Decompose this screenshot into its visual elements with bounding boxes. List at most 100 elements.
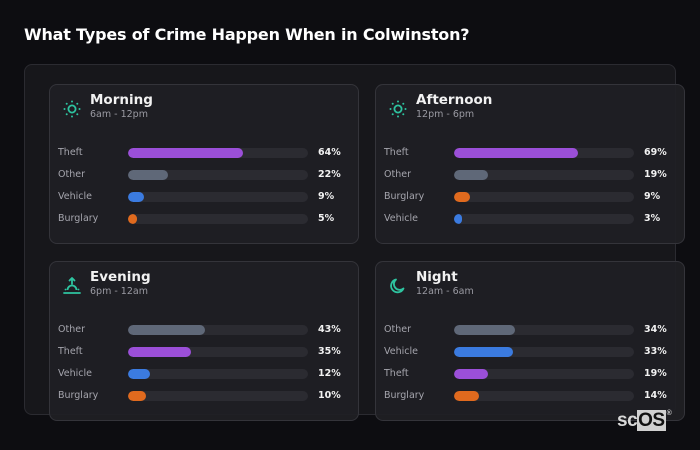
bar-fill bbox=[454, 214, 462, 224]
bar-track bbox=[454, 170, 634, 180]
bar-percent: 43% bbox=[318, 324, 341, 335]
card-evening: Evening 6pm - 12am Other 43% Theft 35% Vehic… bbox=[49, 261, 359, 421]
bar-row-other: Other 34% bbox=[384, 322, 674, 344]
logo-os: OS bbox=[637, 410, 666, 431]
card-time-range: 6pm - 12am bbox=[90, 286, 148, 297]
bar-label: Vehicle bbox=[384, 346, 418, 357]
logo-registered: ® bbox=[666, 410, 672, 417]
bar-fill bbox=[454, 170, 489, 180]
bar-label: Theft bbox=[384, 368, 409, 379]
scos-logo: scOS ® bbox=[617, 410, 672, 432]
bar-row-theft: Theft 19% bbox=[384, 366, 674, 388]
bar-list: Theft 69% Other 19% Burglary 9% Vehicle 3% bbox=[384, 145, 674, 233]
bar-label: Vehicle bbox=[384, 213, 418, 224]
bar-track bbox=[454, 325, 634, 335]
bar-percent: 5% bbox=[318, 213, 335, 224]
bar-track bbox=[128, 347, 308, 357]
bar-fill bbox=[454, 148, 579, 158]
bar-percent: 9% bbox=[644, 191, 661, 202]
bar-fill bbox=[454, 391, 480, 401]
bar-row-theft: Theft 35% bbox=[58, 344, 348, 366]
bar-row-theft: Theft 64% bbox=[58, 145, 348, 167]
bar-percent: 19% bbox=[644, 169, 667, 180]
bar-percent: 9% bbox=[318, 191, 335, 202]
bar-percent: 3% bbox=[644, 213, 661, 224]
bar-row-burglary: Burglary 9% bbox=[384, 189, 674, 211]
bar-percent: 35% bbox=[318, 346, 341, 357]
bar-label: Burglary bbox=[384, 191, 425, 202]
bar-label: Other bbox=[384, 169, 411, 180]
bar-track bbox=[128, 369, 308, 379]
card-title: Evening bbox=[90, 269, 151, 285]
card-title: Morning bbox=[90, 92, 153, 108]
page-title: What Types of Crime Happen When in Colwi… bbox=[24, 25, 470, 44]
bar-row-burglary: Burglary 5% bbox=[58, 211, 348, 233]
card-title: Night bbox=[416, 269, 458, 285]
card-night: Night 12am - 6am Other 34% Vehicle 33% Theft… bbox=[375, 261, 685, 421]
bar-label: Burglary bbox=[384, 390, 425, 401]
bar-track bbox=[454, 347, 634, 357]
bar-percent: 34% bbox=[644, 324, 667, 335]
bar-percent: 33% bbox=[644, 346, 667, 357]
card-time-range: 6am - 12pm bbox=[90, 109, 148, 120]
bar-fill bbox=[454, 325, 516, 335]
bar-list: Theft 64% Other 22% Vehicle 9% Burglary 5% bbox=[58, 145, 348, 233]
bar-track bbox=[128, 148, 308, 158]
bar-percent: 19% bbox=[644, 368, 667, 379]
bar-label: Theft bbox=[58, 346, 83, 357]
bar-label: Burglary bbox=[58, 390, 99, 401]
bar-row-other: Other 43% bbox=[58, 322, 348, 344]
bar-row-theft: Theft 69% bbox=[384, 145, 674, 167]
bar-row-vehicle: Vehicle 12% bbox=[58, 366, 348, 388]
bar-fill bbox=[454, 192, 471, 202]
moon-icon bbox=[390, 278, 405, 294]
bar-row-other: Other 22% bbox=[58, 167, 348, 189]
bar-track bbox=[128, 192, 308, 202]
bar-percent: 10% bbox=[318, 390, 341, 401]
bar-track bbox=[128, 214, 308, 224]
card-title: Afternoon bbox=[416, 92, 493, 108]
bar-fill bbox=[128, 369, 150, 379]
bar-row-burglary: Burglary 14% bbox=[384, 388, 674, 410]
bar-label: Vehicle bbox=[58, 368, 92, 379]
bar-track bbox=[454, 214, 634, 224]
bar-fill bbox=[128, 325, 206, 335]
bar-label: Other bbox=[58, 324, 85, 335]
bar-list: Other 43% Theft 35% Vehicle 12% Burglary 10% bbox=[58, 322, 348, 410]
card-morning: Morning 6am - 12pm Theft 64% Other 22% Vehic… bbox=[49, 84, 359, 244]
bar-percent: 14% bbox=[644, 390, 667, 401]
bar-row-vehicle: Vehicle 3% bbox=[384, 211, 674, 233]
bar-track bbox=[128, 391, 308, 401]
bar-row-vehicle: Vehicle 9% bbox=[58, 189, 348, 211]
bar-track bbox=[128, 170, 308, 180]
bar-fill bbox=[128, 170, 168, 180]
bar-fill bbox=[128, 347, 191, 357]
bar-track bbox=[454, 369, 634, 379]
bar-label: Burglary bbox=[58, 213, 99, 224]
sun-icon bbox=[389, 100, 407, 118]
bar-fill bbox=[454, 369, 489, 379]
bar-label: Vehicle bbox=[58, 191, 92, 202]
card-time-range: 12am - 6am bbox=[416, 286, 474, 297]
bar-percent: 22% bbox=[318, 169, 341, 180]
sun-icon bbox=[63, 100, 81, 118]
card-afternoon: Afternoon 12pm - 6pm Theft 69% Other 19% Bur… bbox=[375, 84, 685, 244]
bar-row-other: Other 19% bbox=[384, 167, 674, 189]
bar-label: Theft bbox=[384, 147, 409, 158]
bar-label: Other bbox=[58, 169, 85, 180]
bar-percent: 69% bbox=[644, 147, 667, 158]
bar-row-vehicle: Vehicle 33% bbox=[384, 344, 674, 366]
logo-sc: sc bbox=[617, 410, 638, 431]
bar-track bbox=[454, 192, 634, 202]
sunset-icon bbox=[63, 277, 81, 294]
bar-label: Other bbox=[384, 324, 411, 335]
bar-fill bbox=[128, 148, 244, 158]
bar-track bbox=[128, 325, 308, 335]
bar-fill bbox=[128, 391, 146, 401]
bar-row-burglary: Burglary 10% bbox=[58, 388, 348, 410]
bar-track bbox=[454, 148, 634, 158]
bar-fill bbox=[128, 192, 145, 202]
bar-percent: 64% bbox=[318, 147, 341, 158]
bar-list: Other 34% Vehicle 33% Theft 19% Burglary 14% bbox=[384, 322, 674, 410]
bar-fill bbox=[128, 214, 137, 224]
